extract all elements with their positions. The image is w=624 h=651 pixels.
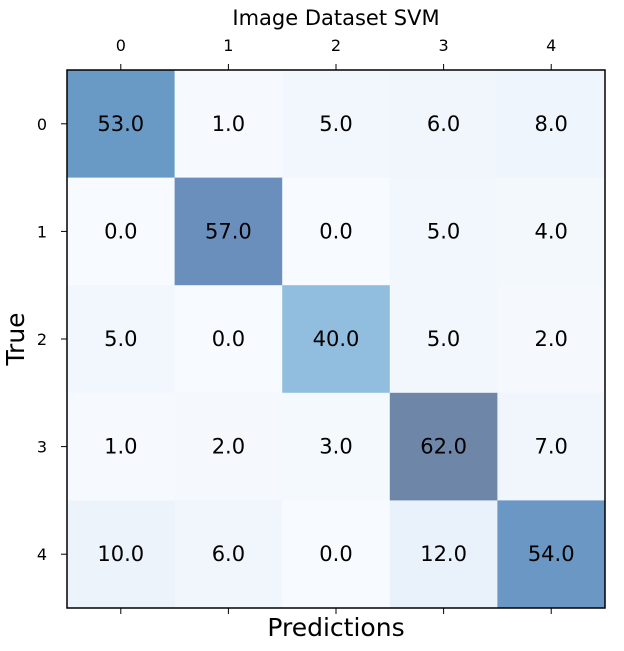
cell-value-r1-c1: 57.0: [205, 219, 252, 243]
cell-value-r0-c2: 5.0: [319, 112, 352, 136]
y-tick-label-4: 4: [37, 545, 47, 564]
heatmap-cell-r3-c2: [282, 392, 391, 501]
heatmap-cell-r3-c4: [497, 392, 606, 501]
x-tick-label-1: 1: [223, 36, 233, 55]
cell-value-r4-c4: 54.0: [528, 542, 575, 566]
cell-value-r3-c4: 7.0: [534, 435, 567, 459]
y-tick-label-2: 2: [37, 330, 47, 349]
y-axis-label: True: [1, 312, 30, 366]
heatmap-cell-r4-c0: [67, 500, 176, 609]
cell-value-r4-c3: 12.0: [420, 542, 467, 566]
heatmap-cell-r2-c2: [282, 285, 391, 394]
cell-value-r4-c1: 6.0: [212, 542, 245, 566]
cell-value-r1-c3: 5.0: [427, 219, 460, 243]
heatmap-cell-r1-c3: [389, 177, 498, 286]
x-axis-ticks: 0 1 2 3 4: [116, 36, 556, 614]
cell-value-r3-c3: 62.0: [420, 435, 467, 459]
cell-value-r4-c2: 0.0: [319, 542, 352, 566]
x-tick-label-0: 0: [116, 36, 126, 55]
cell-value-r3-c2: 3.0: [319, 435, 352, 459]
heatmap-cell-r1-c2: [282, 177, 391, 286]
heatmap-cell-r2-c4: [497, 285, 606, 394]
heatmap-cell-r0-c0: [67, 70, 176, 179]
chart-title: Image Dataset SVM: [232, 6, 439, 30]
cell-value-r1-c0: 0.0: [104, 219, 137, 243]
heatmap-cell-r4-c4: [497, 500, 606, 609]
y-tick-label-1: 1: [37, 222, 47, 241]
cell-value-r4-c0: 10.0: [97, 542, 144, 566]
heatmap-cell-r1-c0: [67, 177, 176, 286]
x-tick-label-2: 2: [331, 36, 341, 55]
cell-value-r1-c2: 0.0: [319, 219, 352, 243]
cell-value-r2-c3: 5.0: [427, 327, 460, 351]
heatmap-cell-r2-c3: [389, 285, 498, 394]
plot-frame: [66, 69, 606, 609]
cell-value-r0-c3: 6.0: [427, 112, 460, 136]
cell-value-r3-c1: 2.0: [212, 435, 245, 459]
x-tick-label-3: 3: [439, 36, 449, 55]
x-axis-label: Predictions: [267, 613, 404, 642]
x-tick-label-4: 4: [546, 36, 556, 55]
cell-value-r3-c0: 1.0: [104, 435, 137, 459]
heatmap-cell-r4-c2: [282, 500, 391, 609]
cell-value-r2-c2: 40.0: [313, 327, 360, 351]
heatmap-cell-r0-c2: [282, 70, 391, 179]
y-tick-label-3: 3: [37, 438, 47, 457]
heatmap-cell-r3-c3: [389, 392, 498, 501]
heatmap-cell-r0-c4: [497, 70, 606, 179]
heatmap-cell-r4-c1: [174, 500, 283, 609]
heatmap-cell-labels: 53.0 1.0 5.0 6.0 8.0 0.0 57.0 0.0 5.0 4.0 5.0 0.0 40…: [97, 112, 574, 566]
heatmap-cell-r2-c1: [174, 285, 283, 394]
cell-value-r2-c0: 5.0: [104, 327, 137, 351]
heatmap-cell-r4-c3: [389, 500, 498, 609]
heatmap-cells: [67, 70, 606, 609]
cell-value-r0-c0: 53.0: [97, 112, 144, 136]
heatmap-cell-r1-c4: [497, 177, 606, 286]
cell-value-r0-c4: 8.0: [534, 112, 567, 136]
heatmap-cell-r0-c3: [389, 70, 498, 179]
heatmap-cell-r1-c1: [174, 177, 283, 286]
heatmap-cell-r0-c1: [174, 70, 283, 179]
cell-value-r0-c1: 1.0: [212, 112, 245, 136]
cell-value-r1-c4: 4.0: [534, 219, 567, 243]
cell-value-r2-c4: 2.0: [534, 327, 567, 351]
y-tick-label-0: 0: [37, 115, 47, 134]
y-axis-ticks: 0 1 2 3 4: [37, 115, 67, 564]
heatmap-cell-r3-c1: [174, 392, 283, 501]
heatmap-cell-r3-c0: [67, 392, 176, 501]
cell-value-r2-c1: 0.0: [212, 327, 245, 351]
heatmap-cell-r2-c0: [67, 285, 176, 394]
